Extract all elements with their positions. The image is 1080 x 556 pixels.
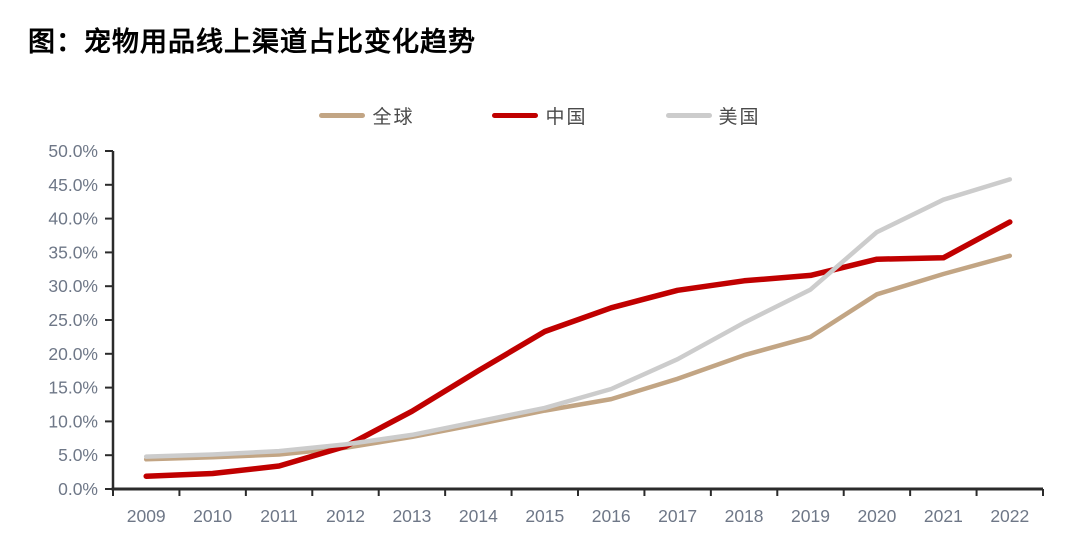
y-axis-tick-label: 45.0% <box>48 175 98 195</box>
x-axis-tick-label: 2021 <box>924 506 963 526</box>
y-axis-tick-label: 10.0% <box>48 411 98 431</box>
line-chart: 0.0% 5.0% 10.0% 15.0% 20.0% 25.0% 30.0% 35.0% 40… <box>0 140 1080 551</box>
y-axis-tick-label: 0.0% <box>58 479 98 499</box>
series-line-china <box>143 219 1013 479</box>
y-axis-tick-label: 15.0% <box>48 378 98 398</box>
x-axis-tick-label: 2015 <box>525 506 564 526</box>
x-axis-tick-label: 2016 <box>592 506 631 526</box>
legend-item-us: 美国 <box>665 102 761 129</box>
y-axis-tick-label: 35.0% <box>48 242 98 262</box>
y-axis-tick-label: 50.0% <box>48 141 98 161</box>
series-line-us <box>143 177 1013 459</box>
y-axis-tick-label: 30.0% <box>48 276 98 296</box>
y-axis-tick-label: 25.0% <box>48 310 98 330</box>
legend-label-china: 中国 <box>545 107 588 128</box>
x-axis-tick-label: 2017 <box>658 506 697 526</box>
chart-legend: 全球 中国 美国 <box>0 102 1080 129</box>
x-axis-tick-label: 2019 <box>791 506 830 526</box>
x-axis-tick-label: 2018 <box>725 506 764 526</box>
chart-title: 图：宠物用品线上渠道占比变化趋势 <box>28 27 476 57</box>
y-axis-tick-label: 20.0% <box>48 344 98 364</box>
y-axis-tick-label: 5.0% <box>58 445 98 465</box>
x-axis-tick-label: 2020 <box>857 506 896 526</box>
y-axis-tick-label: 40.0% <box>48 209 98 229</box>
x-axis-tick-label: 2009 <box>127 506 166 526</box>
x-axis-tick-label: 2011 <box>260 506 298 526</box>
chart-svg: 0.0% 5.0% 10.0% 15.0% 20.0% 25.0% 30.0% 35.0% 40… <box>48 141 1044 526</box>
x-axis-tick-label: 2013 <box>392 506 431 526</box>
legend-item-china: 中国 <box>492 102 587 129</box>
legend-line-swatch-global <box>319 113 366 118</box>
series-line-global <box>143 253 1013 462</box>
x-axis-tick-label: 2010 <box>193 506 232 526</box>
x-axis-tick-label: 2014 <box>459 506 498 526</box>
legend-line-swatch-china <box>492 113 539 118</box>
x-axis-tick-label: 2022 <box>990 506 1029 526</box>
legend-label-us: 美国 <box>718 107 761 128</box>
legend-item-global: 全球 <box>319 102 414 129</box>
legend-line-swatch-us <box>665 113 712 118</box>
legend-label-global: 全球 <box>372 107 415 128</box>
x-axis-tick-label: 2012 <box>326 506 365 526</box>
